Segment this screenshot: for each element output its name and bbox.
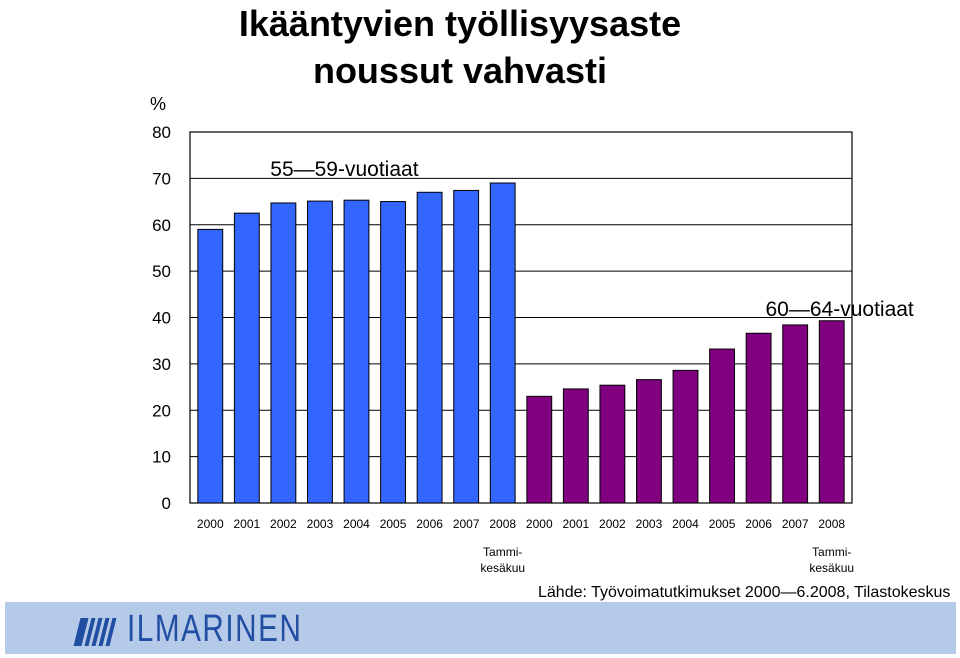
bar [818, 320, 845, 504]
y-tick-label: 0 [162, 494, 171, 513]
bar [709, 348, 735, 504]
y-tick-label: 70 [152, 169, 171, 188]
source-note: Lähde: Työvoimatutkimukset 2000—6.2008, … [538, 584, 951, 601]
bar [672, 369, 699, 504]
x-tick-label: 2006 [416, 517, 443, 531]
bar [782, 324, 809, 504]
x-tick-label: 2000 [526, 517, 553, 531]
y-tick-label: 60 [152, 216, 171, 235]
footer-banner: ILMARINEN [5, 602, 956, 654]
x-tick-label: 2007 [453, 517, 480, 531]
x-tick-label: 2002 [270, 517, 297, 531]
x-tick-label: 2005 [380, 517, 407, 531]
bar [307, 200, 333, 504]
x-tick-label: 2001 [233, 517, 260, 531]
x-tick-label: 2002 [599, 517, 626, 531]
series-label: 55—59-vuotiaat [270, 158, 418, 181]
x-tick-label: 2003 [307, 517, 334, 531]
x-tick-label: 2004 [343, 517, 370, 531]
bar [380, 201, 406, 504]
x-tick-label: 2000 [197, 517, 224, 531]
x-tick-label: 2004 [672, 517, 699, 531]
x-tick-label: 2008 [489, 517, 516, 531]
x-tick-label: 2006 [745, 517, 772, 531]
plot-frame [189, 131, 853, 504]
series-label: 60—64-vuotiaat [766, 298, 914, 321]
period-note: Tammi- [812, 545, 851, 559]
bar [416, 191, 443, 504]
chart-title: Ikääntyvien työllisyysaste noussut vahva… [150, 0, 770, 94]
bar [233, 212, 260, 504]
bar [636, 379, 662, 504]
y-tick-label: 80 [152, 123, 171, 142]
period-note: kesäkuu [480, 561, 525, 575]
y-tick-label: 20 [152, 401, 171, 420]
bar [599, 384, 626, 504]
x-tick-label: 2001 [562, 517, 589, 531]
bar [526, 395, 553, 504]
bar [562, 388, 589, 504]
y-axis-label: % [150, 94, 166, 114]
x-tick-label: 2007 [782, 517, 809, 531]
bar [489, 182, 516, 504]
bar [453, 189, 480, 504]
x-tick-label: 2005 [709, 517, 736, 531]
y-tick-label: 50 [152, 262, 171, 281]
period-note: Tammi- [483, 545, 522, 559]
x-tick-label: 2008 [818, 517, 845, 531]
x-tick-label: 2003 [636, 517, 663, 531]
y-tick-label: 10 [152, 448, 171, 467]
bar [197, 228, 224, 504]
bar [343, 199, 370, 504]
y-tick-label: 40 [152, 309, 171, 328]
bar [745, 332, 772, 504]
title-line-2: noussut vahvasti [312, 50, 608, 91]
ilmarinen-logo-icon [73, 618, 117, 646]
bar [270, 202, 297, 504]
period-note: kesäkuu [809, 561, 854, 575]
bar-chart: 0 10 20 30 40 50 60 70 80% 2000 2001 2002 2003 2004 20… [150, 94, 914, 575]
title-line-1: Ikääntyvien työllisyysaste [238, 3, 682, 44]
y-tick-label: 30 [152, 355, 171, 374]
logo-text: ILMARINEN [127, 608, 303, 650]
